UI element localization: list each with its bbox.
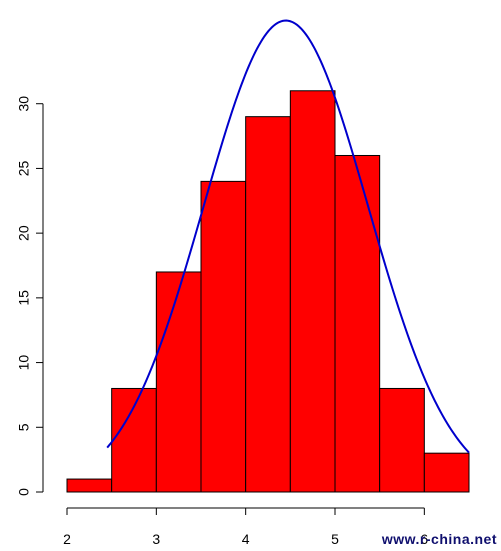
x-axis: 2 3 4 5 6 xyxy=(63,507,428,547)
y-tick-label: 25 xyxy=(16,160,32,176)
histogram-bar xyxy=(423,452,470,493)
histogram-bar xyxy=(245,116,291,493)
x-tick-label: 3 xyxy=(152,531,160,547)
y-tick-label: 30 xyxy=(16,96,32,112)
watermark: www.r-china.net xyxy=(381,531,497,547)
histogram-bar xyxy=(66,478,113,493)
histogram-bar xyxy=(155,271,202,493)
y-tick-label: 10 xyxy=(16,355,32,371)
histogram-bar xyxy=(289,90,336,493)
x-tick-label: 4 xyxy=(242,531,250,547)
density-curve xyxy=(106,19,470,454)
y-tick-label: 5 xyxy=(16,423,32,431)
y-tick-label: 0 xyxy=(16,488,32,496)
histogram-bar xyxy=(334,154,381,493)
histogram-bar xyxy=(379,387,425,493)
x-tick-label: 5 xyxy=(331,531,339,547)
density-curve-layer xyxy=(106,19,470,454)
x-tick-label: 6 xyxy=(420,531,428,547)
y-tick-label: 20 xyxy=(16,225,32,241)
x-tick-label: 2 xyxy=(63,531,71,547)
histogram-bar xyxy=(111,387,157,493)
histogram-bars xyxy=(66,90,470,493)
y-axis: 0 5 10 15 20 25 30 xyxy=(16,96,44,496)
y-tick-label: 15 xyxy=(16,290,32,306)
histogram-bar xyxy=(200,180,247,493)
